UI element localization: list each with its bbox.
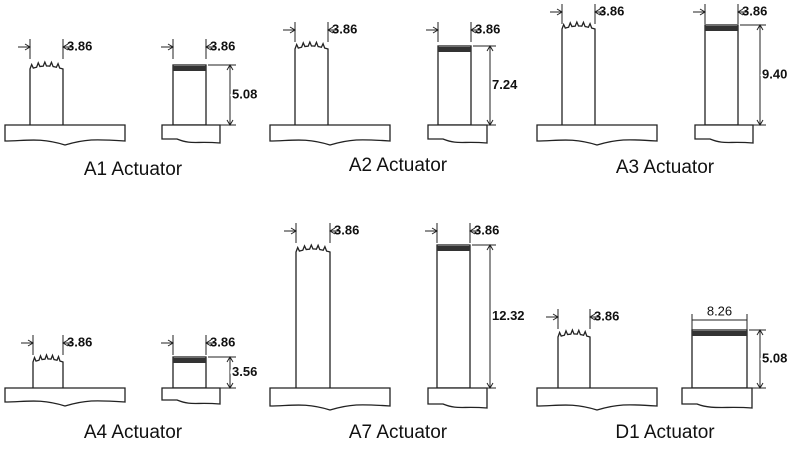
height-label: 5.08: [762, 350, 787, 365]
dim-arrow: [161, 339, 216, 347]
actuator-name: A7 Actuator: [349, 422, 448, 443]
side-base: [536, 124, 658, 146]
side-base: [4, 387, 126, 407]
front-shaft: [691, 329, 748, 389]
front-band: [692, 331, 747, 336]
actuator-name: A2 Actuator: [349, 155, 448, 176]
dim-arrow: [691, 314, 748, 330]
dim-label: 3.86: [599, 3, 624, 18]
side-shaft: [294, 40, 329, 125]
dim-label: 3.86: [594, 308, 619, 323]
height-label: 5.08: [232, 86, 257, 101]
front-shaft: [704, 24, 739, 126]
front-band: [437, 246, 470, 251]
front-band: [705, 26, 738, 31]
dim-arrow: [550, 8, 605, 16]
side-base: [269, 124, 391, 146]
front-shaft: [172, 64, 207, 126]
actuator-name: A3 Actuator: [616, 157, 715, 178]
front-band: [173, 66, 206, 71]
dim-label: 3.86: [474, 222, 499, 237]
dim-label: 3.86: [475, 21, 500, 36]
height-label: 12.32: [492, 308, 525, 323]
side-base: [4, 124, 126, 146]
height-dim: [472, 244, 496, 389]
side-base: [536, 387, 658, 411]
side-shaft: [32, 353, 64, 388]
dim-arrow: [161, 43, 216, 51]
dim-arrow: [425, 227, 480, 235]
side-base: [269, 387, 391, 411]
height-dim: [740, 24, 766, 126]
side-shaft: [561, 20, 596, 125]
dim-arrow: [546, 313, 600, 321]
dim-arrow: [693, 8, 748, 16]
side-shaft: [295, 243, 331, 388]
height-dim: [208, 356, 236, 389]
dim-label: 3.86: [67, 38, 92, 53]
actuator-name: D1 Actuator: [615, 422, 715, 443]
height-dim: [749, 329, 766, 389]
front-shaft: [436, 244, 471, 389]
front-band: [173, 358, 206, 363]
actuator-name: A4 Actuator: [84, 422, 183, 443]
dim-label: 3.86: [67, 334, 92, 349]
height-dim: [473, 45, 496, 126]
front-base: [694, 124, 754, 144]
dim-arrow: [21, 339, 73, 347]
height-label: 7.24: [492, 77, 518, 92]
front-shaft: [437, 45, 472, 126]
dim-label: 3.86: [334, 222, 359, 237]
dim-arrow: [284, 227, 340, 235]
height-dim: [208, 64, 236, 126]
dim-label: 3.86: [210, 334, 235, 349]
dim-arrow: [18, 43, 73, 51]
dim-arrow: [283, 26, 338, 34]
height-label: 9.40: [762, 66, 787, 81]
dim-label: 3.86: [742, 3, 767, 18]
side-shaft: [557, 328, 591, 388]
actuator-name: A1 Actuator: [84, 159, 183, 180]
front-base: [427, 124, 488, 144]
dim-label: 3.86: [210, 38, 235, 53]
front-base: [681, 387, 753, 409]
dim-label: 3.86: [332, 21, 357, 36]
front-base: [427, 387, 488, 409]
front-band: [438, 47, 471, 52]
side-shaft: [29, 60, 64, 125]
front-base: [161, 387, 221, 405]
dim-arrow: [426, 26, 481, 34]
front-base: [161, 124, 221, 144]
height-label: 3.56: [232, 364, 257, 379]
dim-label: 8.26: [707, 303, 732, 318]
